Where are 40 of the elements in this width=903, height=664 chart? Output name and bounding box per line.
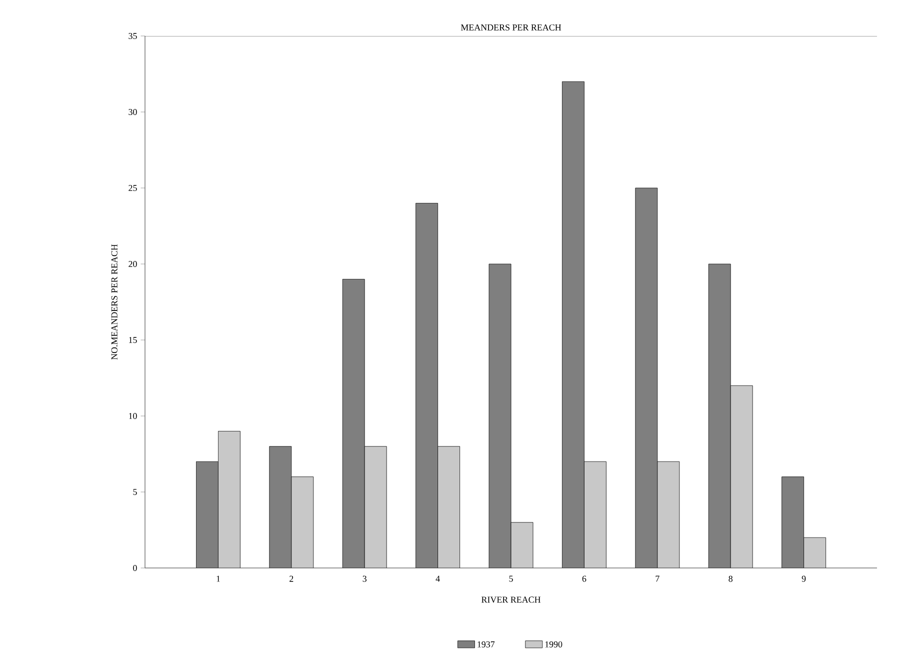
- bar: [269, 446, 292, 568]
- y-axis-title: NO.MEANDERS PER REACH: [111, 244, 118, 360]
- y-tick-label: 20: [128, 260, 137, 268]
- bar: [364, 446, 387, 568]
- bar: [584, 462, 606, 568]
- bar: [291, 476, 314, 568]
- bar: [708, 264, 731, 568]
- x-tick-label: 9: [802, 576, 806, 582]
- bar: [489, 264, 512, 568]
- bar: [782, 476, 804, 568]
- bar: [416, 203, 438, 568]
- x-tick-label: 6: [582, 576, 586, 582]
- bar: [342, 279, 365, 568]
- y-tick-label: 15: [129, 336, 137, 343]
- x-tick-label: 3: [362, 576, 367, 582]
- bar: [196, 462, 218, 568]
- legend-label: 1990: [545, 641, 562, 648]
- y-tick-label: 25: [128, 184, 137, 192]
- x-tick-label: 4: [436, 576, 440, 582]
- y-tick-label: 0: [133, 564, 137, 572]
- y-tick-label: 30: [128, 108, 137, 116]
- bar: [635, 188, 658, 568]
- legend-label: 1937: [478, 641, 495, 648]
- y-tick-label: 10: [129, 412, 137, 420]
- bar: [511, 522, 534, 568]
- bar: [562, 82, 584, 568]
- bar: [657, 462, 680, 568]
- bar: [804, 537, 826, 568]
- x-tick-label: 8: [728, 576, 733, 582]
- x-tick-label: 5: [509, 576, 513, 582]
- x-axis-title: RIVER REACH: [482, 596, 541, 603]
- bar: [218, 431, 240, 568]
- y-tick-label: 35: [128, 32, 137, 39]
- bar: [438, 446, 460, 568]
- y-tick-label: 5: [133, 489, 137, 495]
- x-tick-label: 2: [290, 576, 294, 582]
- x-tick-label: 1: [216, 576, 220, 582]
- x-tick-label: 7: [656, 576, 660, 582]
- bar: [730, 386, 753, 568]
- chart-title: MEANDERS PER REACH: [460, 24, 562, 30]
